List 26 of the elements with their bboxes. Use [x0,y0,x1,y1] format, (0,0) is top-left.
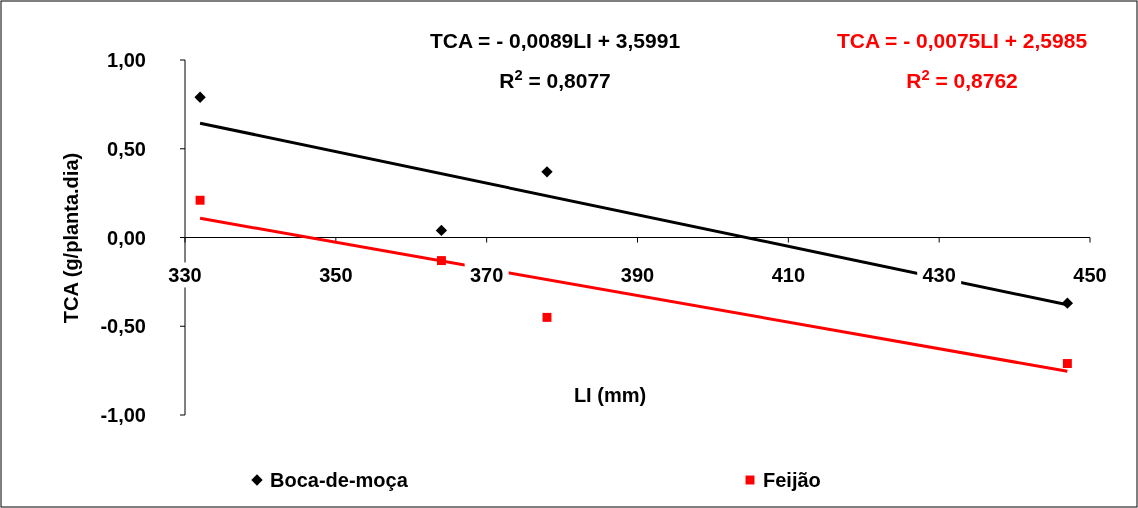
x-tick-label: 450 [1073,263,1107,286]
x-tick-label: 370 [469,263,504,286]
x-tick-label: 390 [620,263,655,286]
point [194,91,206,103]
annotation: R$^{2}$ = 0,8077 [499,67,611,92]
x-tick-label: 430 [922,263,956,286]
point [435,224,448,237]
point [542,312,552,322]
y-tick-label: 0,50 [107,137,146,160]
x-tick-label: 330 [168,263,202,286]
y-tick-label: 0,00 [107,226,146,249]
annotation: R$^{2}$ = 0,8762 [906,67,1018,92]
text: TCA = - 0,0089LI + 3,5991 [429,29,681,52]
point [1062,359,1072,368]
point [541,166,553,178]
legend-label: Boca-de-moça [270,469,409,491]
x-tick-label: 410 [771,263,806,286]
text: TCA = - 0,0075LI + 2,5985 [836,29,1088,52]
legend-label: Feijão [763,469,821,491]
y-tick-label: 1,00 [107,49,146,71]
point [195,195,205,205]
y-axis-title: TCA (g/planta.dia) [60,152,82,324]
x-tick-label: 350 [319,263,353,286]
y-tick-label: -1,00 [100,404,146,426]
y-tick-label: -0,50 [100,315,146,338]
x-axis-title: LI (mm) [573,384,647,406]
